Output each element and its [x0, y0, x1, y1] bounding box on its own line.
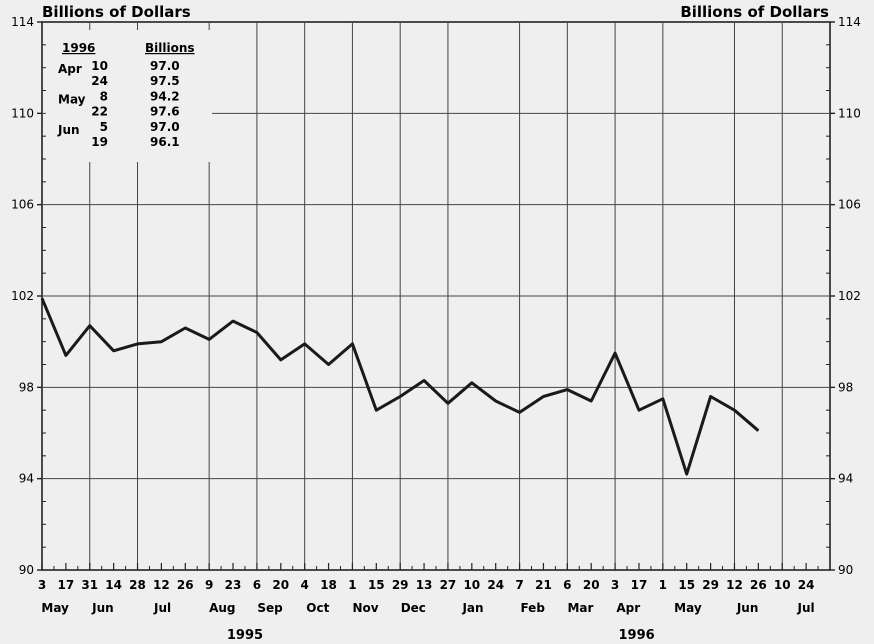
table-row-day: 19 [91, 135, 108, 149]
y-tick-label-right: 90 [838, 563, 853, 577]
month-label: Nov [353, 601, 379, 615]
x-tick-label: 20 [272, 578, 289, 592]
x-tick-label: 15 [678, 578, 695, 592]
table-header-value: Billions [145, 41, 195, 55]
table-header-year: 1996 [62, 41, 95, 55]
month-label: Sep [257, 601, 283, 615]
x-tick-label: 17 [631, 578, 648, 592]
table-row-month: Jun [57, 123, 80, 137]
x-tick-label: 29 [392, 578, 409, 592]
y-tick-labels: 90 90 94 94 98 98 102 102 106 106 110 110 114 114 [11, 15, 861, 577]
y-tick-label-left: 94 [19, 472, 34, 486]
x-tick-label: 29 [702, 578, 719, 592]
grid [37, 21, 835, 571]
y-tick-label-right: 114 [838, 15, 861, 29]
month-label: May [41, 601, 69, 615]
table-row-month: Apr [58, 62, 82, 76]
y-axis-label-right: Billions of Dollars [680, 3, 829, 21]
series [40, 297, 760, 476]
inset-table: 1996 Billions Apr 10 97.0 24 97.5 May 8 94.2 22 97.… [57, 41, 195, 149]
x-tick-label: 12 [153, 578, 170, 592]
x-tick-label: 1 [348, 578, 356, 592]
month-label: Jun [91, 601, 114, 615]
x-tick-label: 15 [368, 578, 385, 592]
table-row-value: 97.6 [150, 105, 180, 119]
y-tick-label-right: 106 [838, 198, 861, 212]
year-label: 1996 [618, 628, 654, 643]
y-axis-label-left: Billions of Dollars [42, 3, 191, 21]
x-tick-label: 9 [205, 578, 213, 592]
x-tick-label: 24 [798, 578, 815, 592]
y-tick-label-left: 110 [11, 106, 34, 120]
x-tick-label: 14 [105, 578, 122, 592]
table-row-value: 94.2 [150, 89, 180, 103]
x-tick-label: 23 [225, 578, 242, 592]
x-tick-label: 26 [177, 578, 194, 592]
series-line [40, 297, 760, 476]
x-tick-label: 18 [320, 578, 337, 592]
table-row-day: 5 [100, 120, 108, 134]
table-row-day: 22 [91, 105, 108, 119]
year-labels: 1995 1996 [227, 628, 655, 643]
x-tick-label: 3 [38, 578, 46, 592]
x-tick-label: 20 [583, 578, 600, 592]
x-tick-label: 6 [563, 578, 571, 592]
x-tick-label: 31 [81, 578, 98, 592]
month-label: Aug [209, 601, 235, 615]
month-label: Jul [797, 601, 815, 615]
month-label: Jul [153, 601, 171, 615]
month-labels: May Jun Jul Aug Sep Oct Nov Dec Jan Feb Mar Apr May J… [41, 601, 814, 615]
x-tick-label: 24 [487, 578, 504, 592]
month-label: Jun [736, 601, 759, 615]
x-tick-label: 13 [416, 578, 433, 592]
y-tick-label-left: 106 [11, 198, 34, 212]
table-row-day: 24 [91, 74, 108, 88]
x-tick-label: 4 [300, 578, 308, 592]
y-tick-label-right: 98 [838, 380, 853, 394]
y-tick-label-right: 110 [838, 106, 861, 120]
y-tick-label-left: 90 [19, 563, 34, 577]
month-label: Dec [401, 601, 426, 615]
month-label: Mar [567, 601, 593, 615]
x-tick-label: 3 [611, 578, 619, 592]
inset-table-background [46, 30, 212, 162]
table-row-day: 8 [100, 89, 108, 103]
y-tick-label-left: 102 [11, 289, 34, 303]
y-tick-label-right: 102 [838, 289, 861, 303]
x-tick-label: 1 [659, 578, 667, 592]
table-row-day: 10 [91, 59, 108, 73]
table-row-value: 97.5 [150, 74, 180, 88]
x-tick-label: 6 [253, 578, 261, 592]
table-row-value: 97.0 [150, 120, 180, 134]
month-label: Apr [616, 601, 640, 615]
x-tick-label: 10 [463, 578, 480, 592]
table-row-value: 96.1 [150, 135, 180, 149]
month-label: Oct [306, 601, 329, 615]
x-tick-label: 27 [440, 578, 457, 592]
x-tick-label: 10 [774, 578, 791, 592]
x-tick-label: 7 [515, 578, 523, 592]
y-tick-label-left: 114 [11, 15, 34, 29]
x-tick-label: 21 [535, 578, 552, 592]
month-label: Jan [461, 601, 483, 615]
table-row-month: May [58, 92, 86, 106]
y-tick-label-right: 94 [838, 472, 853, 486]
y-tick-label-left: 98 [19, 380, 34, 394]
month-label: Feb [520, 601, 545, 615]
x-tick-labels: 3 17 31 14 28 12 26 9 23 6 20 4 18 1 15 29 13 27 10 24 7 21 6 2… [38, 578, 815, 592]
year-label: 1995 [227, 628, 263, 643]
x-tick-label: 26 [750, 578, 767, 592]
x-tick-label: 12 [726, 578, 743, 592]
x-tick-label: 17 [58, 578, 75, 592]
month-label: May [674, 601, 702, 615]
x-tick-label: 28 [129, 578, 146, 592]
table-row-value: 97.0 [150, 59, 180, 73]
